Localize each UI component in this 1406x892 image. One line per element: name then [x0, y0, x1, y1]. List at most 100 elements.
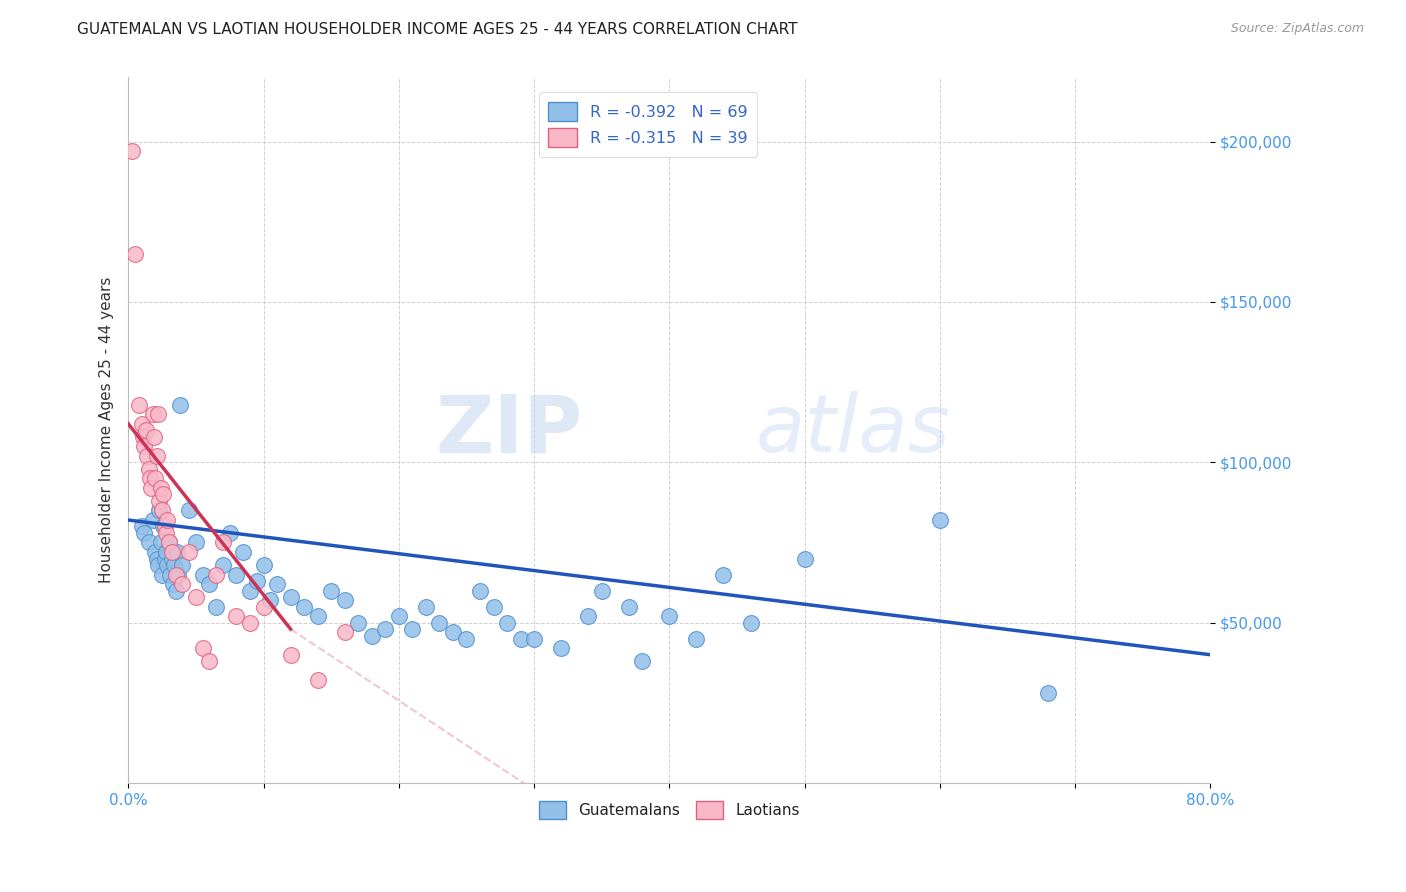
Point: [509, 632, 531, 646]
Point: [225, 567, 247, 582]
Point: [212, 558, 235, 572]
Point: [252, 558, 274, 572]
Point: [523, 632, 546, 646]
Point: [139, 471, 162, 485]
Point: [292, 599, 315, 614]
Point: [576, 609, 599, 624]
Point: [131, 417, 153, 431]
Point: [146, 558, 169, 572]
Point: [321, 583, 343, 598]
Point: [152, 487, 174, 501]
Point: [149, 535, 172, 549]
Point: [156, 558, 179, 572]
Point: [1036, 686, 1059, 700]
Point: [159, 567, 181, 582]
Point: [307, 673, 329, 688]
Point: [429, 615, 451, 630]
Point: [121, 145, 143, 159]
Point: [124, 247, 146, 261]
Point: [163, 558, 186, 572]
Point: [482, 599, 505, 614]
Point: [165, 567, 187, 582]
Point: [135, 423, 157, 437]
Text: ZIP: ZIP: [436, 392, 583, 469]
Point: [307, 609, 329, 624]
Point: [165, 583, 187, 598]
Point: [740, 615, 762, 630]
Point: [631, 654, 654, 668]
Point: [136, 449, 159, 463]
Point: [142, 430, 165, 444]
Text: Source: ZipAtlas.com: Source: ZipAtlas.com: [1230, 22, 1364, 36]
Point: [138, 461, 160, 475]
Point: [191, 567, 214, 582]
Text: GUATEMALAN VS LAOTIAN HOUSEHOLDER INCOME AGES 25 - 44 YEARS CORRELATION CHART: GUATEMALAN VS LAOTIAN HOUSEHOLDER INCOME…: [77, 22, 797, 37]
Point: [156, 513, 179, 527]
Point: [155, 545, 177, 559]
Point: [347, 615, 370, 630]
Point: [658, 609, 681, 624]
Point: [280, 590, 302, 604]
Point: [496, 615, 519, 630]
Point: [166, 545, 188, 559]
Point: [153, 519, 176, 533]
Point: [179, 545, 201, 559]
Point: [145, 551, 167, 566]
Point: [184, 590, 207, 604]
Point: [143, 545, 166, 559]
Point: [388, 609, 411, 624]
Point: [550, 641, 572, 656]
Point: [143, 471, 166, 485]
Point: [179, 503, 201, 517]
Point: [218, 525, 240, 540]
Point: [232, 545, 254, 559]
Point: [157, 535, 180, 549]
Point: [148, 503, 170, 517]
Point: [266, 577, 288, 591]
Point: [198, 577, 221, 591]
Point: [239, 615, 262, 630]
Point: [160, 551, 183, 566]
Point: [172, 577, 194, 591]
Point: [169, 398, 191, 412]
Point: [333, 593, 356, 607]
Point: [150, 503, 173, 517]
Point: [929, 513, 952, 527]
Point: [374, 622, 396, 636]
Legend: Guatemalans, Laotians: Guatemalans, Laotians: [533, 795, 806, 825]
Point: [142, 513, 165, 527]
Point: [145, 449, 167, 463]
Point: [591, 583, 613, 598]
Point: [713, 567, 735, 582]
Point: [205, 567, 228, 582]
Point: [141, 481, 163, 495]
Point: [225, 609, 247, 624]
Point: [152, 519, 174, 533]
Point: [146, 407, 169, 421]
Point: [239, 583, 262, 598]
Point: [153, 551, 176, 566]
Point: [131, 519, 153, 533]
Point: [172, 558, 194, 572]
Point: [415, 599, 437, 614]
Point: [252, 599, 274, 614]
Point: [157, 535, 180, 549]
Point: [148, 493, 170, 508]
Point: [138, 535, 160, 549]
Point: [128, 398, 150, 412]
Point: [401, 622, 423, 636]
Point: [468, 583, 491, 598]
Text: atlas: atlas: [756, 392, 950, 469]
Point: [132, 430, 155, 444]
Point: [134, 439, 156, 453]
Point: [259, 593, 281, 607]
Point: [149, 481, 172, 495]
Point: [246, 574, 269, 588]
Point: [198, 654, 221, 668]
Point: [142, 407, 165, 421]
Point: [441, 625, 464, 640]
Point: [155, 525, 177, 540]
Point: [456, 632, 478, 646]
Point: [205, 599, 228, 614]
Point: [280, 648, 302, 662]
